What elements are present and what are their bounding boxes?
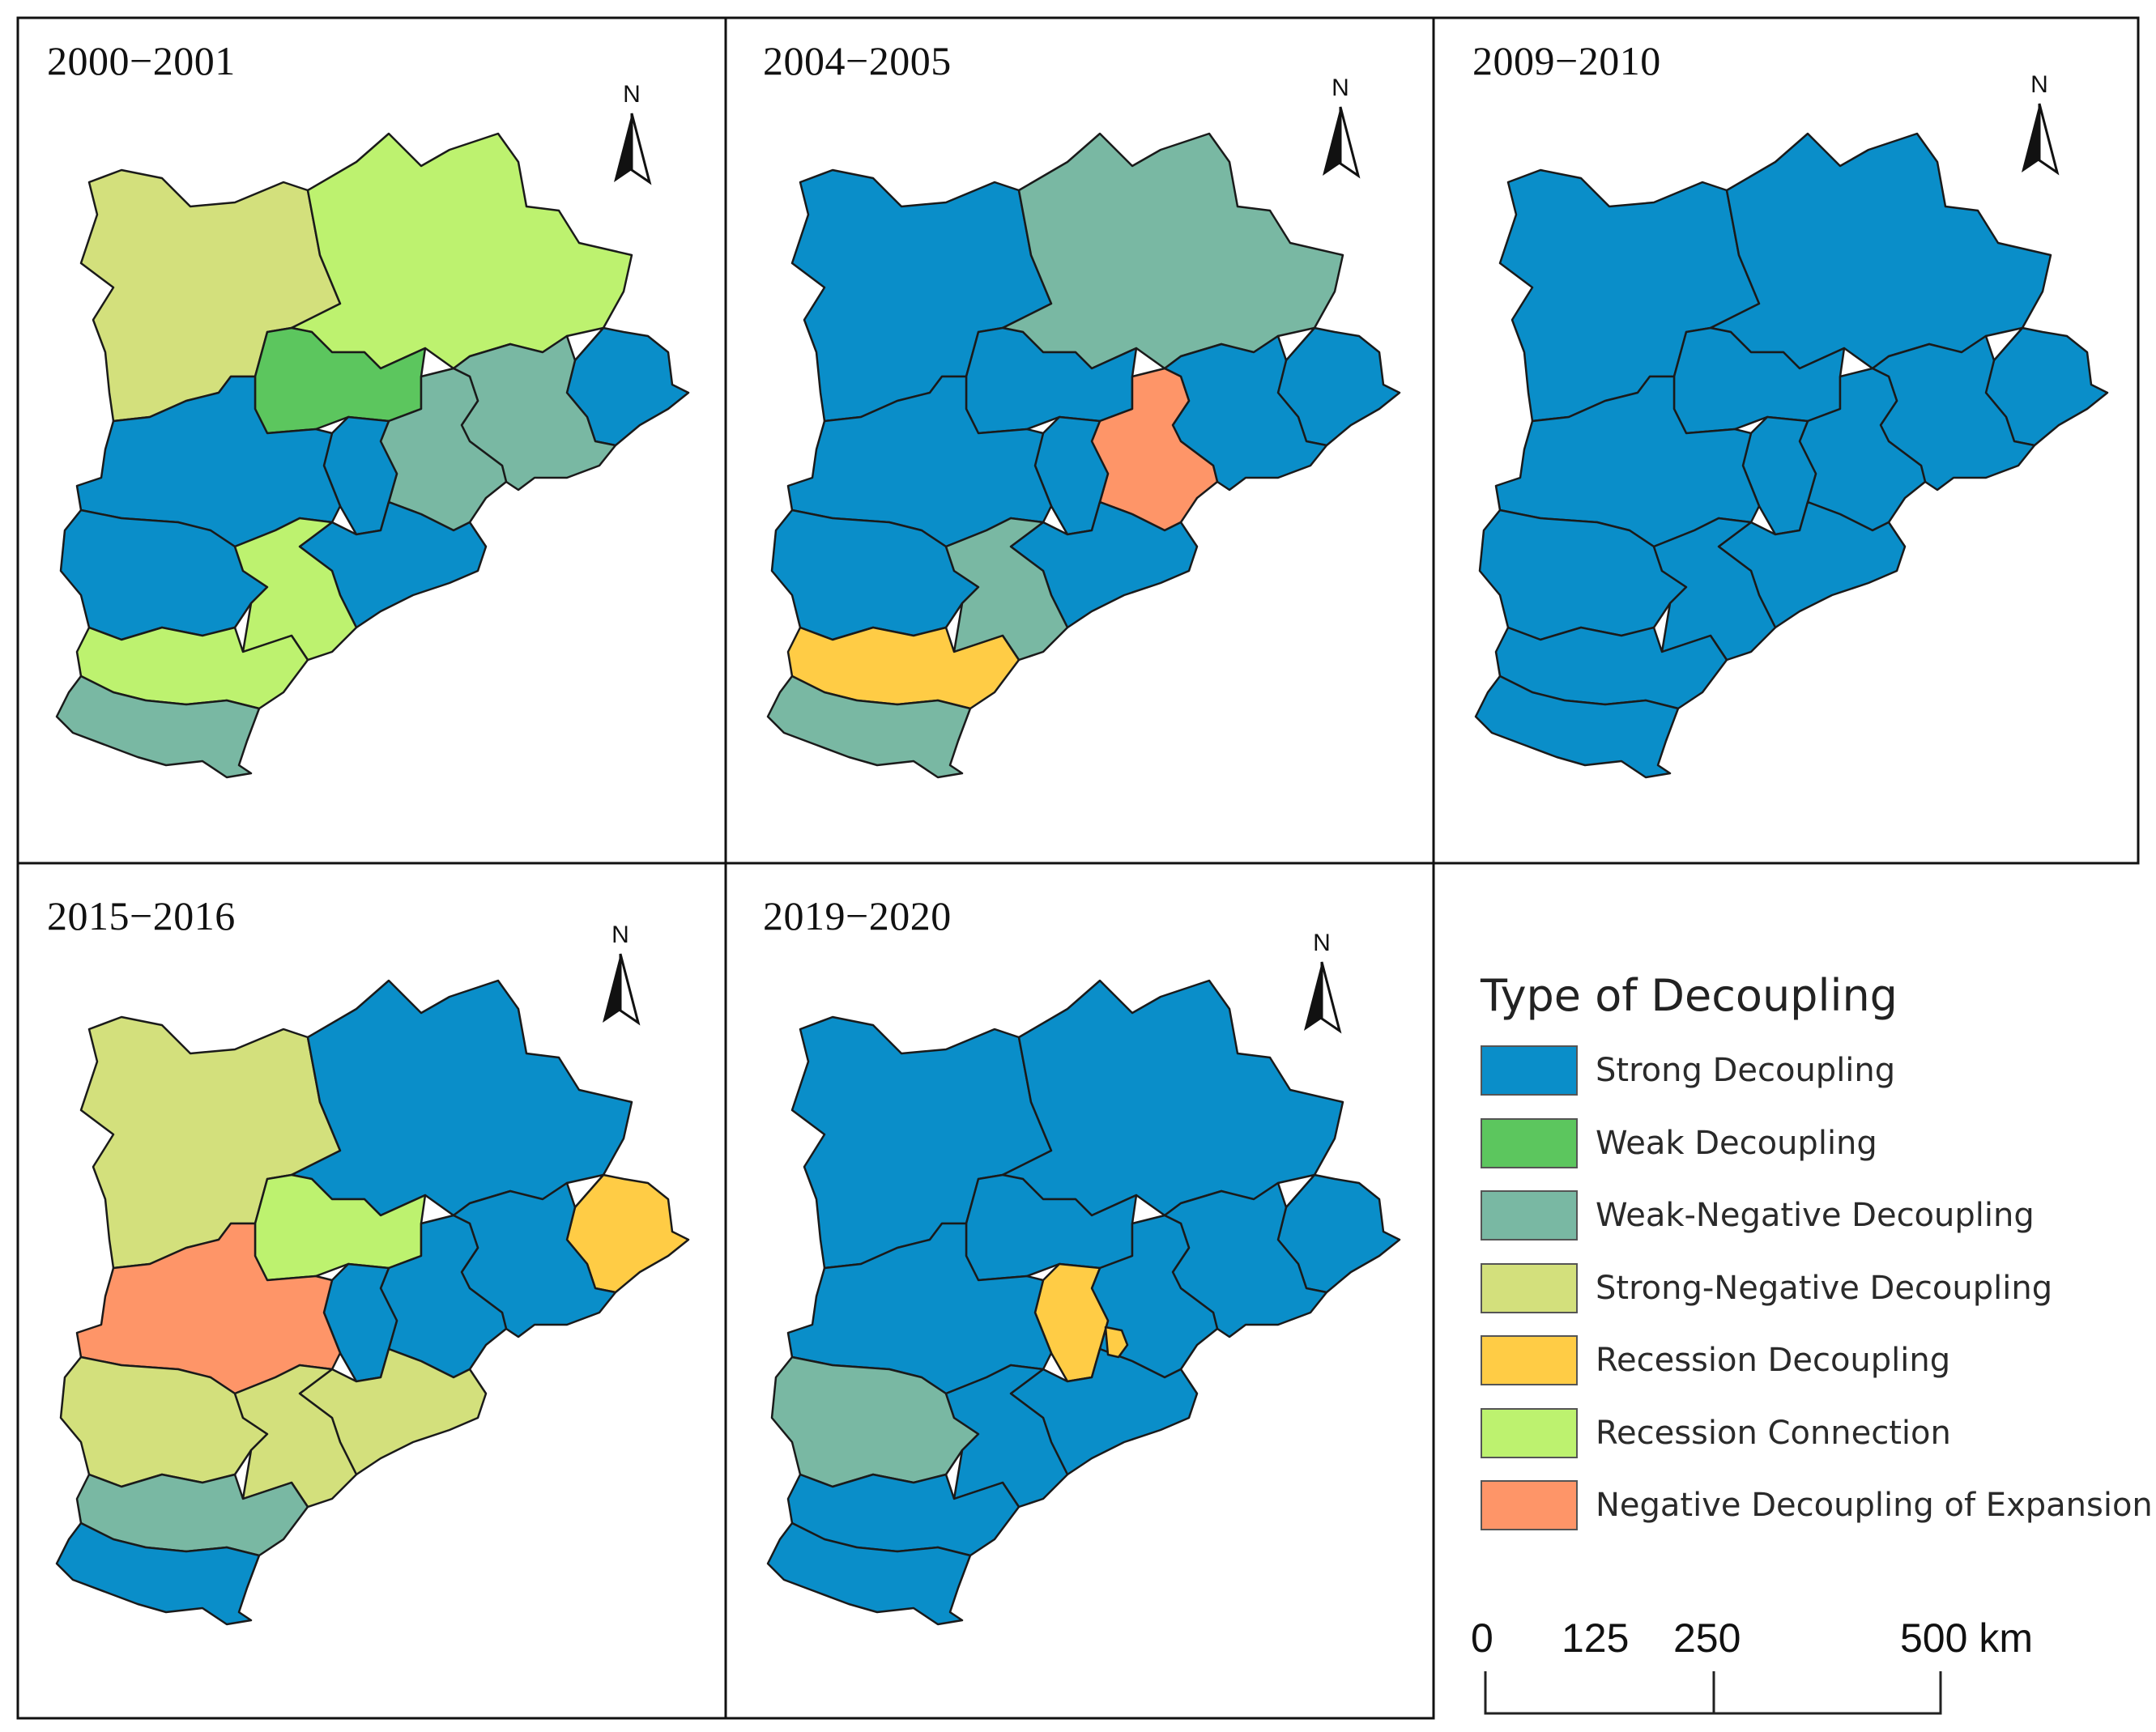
legend-item-weak-decoupling: Weak Decoupling [1481, 1116, 1877, 1171]
region-chengde [1001, 979, 1344, 1217]
legend-item-strong-decoupling: Strong Decoupling [1481, 1043, 1895, 1098]
legend-label: Weak Decoupling [1596, 1125, 1877, 1162]
legend-swatch [1481, 1190, 1578, 1240]
map-panel-2000-2001 [55, 132, 690, 779]
region-chengde [290, 132, 633, 370]
legend-label: Negative Decoupling of Expansion [1596, 1487, 2153, 1524]
scale-tick-500: 500 km [1900, 1615, 2033, 1661]
map-panel-2004-2005 [766, 132, 1401, 779]
legend-swatch [1481, 1263, 1578, 1313]
north-arrow-icon: N [603, 921, 641, 1026]
legend-label: Recession Decoupling [1596, 1342, 1951, 1379]
legend-label: Recession Connection [1596, 1415, 1951, 1452]
scale-bar [1484, 1671, 1942, 1715]
map-panel-2009-2010 [1474, 132, 2109, 779]
legend-swatch [1481, 1118, 1578, 1168]
region-langfang-north [1104, 1326, 1129, 1359]
north-label: N [623, 81, 641, 108]
panel-title-5: 2019−2020 [763, 893, 952, 938]
map-panel-2019-2020 [766, 979, 1401, 1626]
region-handan [55, 1521, 261, 1626]
panel-title-4: 2015−2016 [47, 893, 236, 938]
legend-item-weak-negative-decoupling: Weak-Negative Decoupling [1481, 1188, 2035, 1243]
legend-swatch [1481, 1045, 1578, 1096]
legend-label: Strong Decoupling [1596, 1052, 1896, 1089]
legend-swatch [1481, 1335, 1578, 1385]
north-label: N [1332, 74, 1349, 101]
north-arrow-icon: N [614, 81, 652, 185]
north-arrow-icon: N [1304, 930, 1342, 1034]
legend-swatch [1481, 1408, 1578, 1458]
region-handan [766, 1521, 972, 1626]
north-label: N [1313, 930, 1331, 956]
legend-label: Strong-Negative Decoupling [1596, 1270, 2053, 1307]
north-label: N [611, 921, 629, 948]
scale-tick-125: 125 [1562, 1615, 1630, 1661]
legend-item-strong-negative-decoupling: Strong-Negative Decoupling [1481, 1261, 2052, 1316]
region-handan [55, 675, 261, 779]
panel-title-3: 2009−2010 [1472, 38, 1661, 83]
region-handan [766, 675, 972, 779]
region-chengde [1001, 132, 1344, 370]
panel-title-1: 2000−2001 [47, 38, 236, 83]
legend-label: Weak-Negative Decoupling [1596, 1197, 2035, 1234]
legend-item-negative-decoupling-of-expansion: Negative Decoupling of Expansion [1481, 1478, 2153, 1533]
scale-tick-250: 250 [1673, 1615, 1741, 1661]
legend-item-recession-connection: Recession Connection [1481, 1406, 1951, 1461]
region-handan [1474, 675, 1680, 779]
north-arrow-icon: N [2022, 71, 2060, 176]
north-label: N [2030, 71, 2048, 98]
map-panel-2015-2016 [55, 979, 690, 1626]
panel-title-2: 2004−2005 [763, 38, 952, 83]
legend-swatch [1481, 1480, 1578, 1530]
scale-tick-0: 0 [1471, 1615, 1493, 1661]
north-arrow-icon: N [1323, 74, 1361, 179]
region-chengde [1709, 132, 2052, 370]
legend-item-recession-decoupling: Recession Decoupling [1481, 1333, 1950, 1388]
legend-title: Type of Decoupling [1481, 970, 1898, 1021]
region-chengde [290, 979, 633, 1217]
